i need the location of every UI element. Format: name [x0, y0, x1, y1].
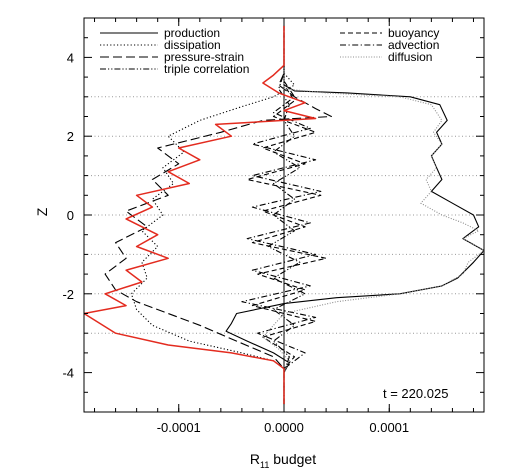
series-line-advection — [241, 25, 322, 405]
y-tick-label: -4 — [62, 366, 74, 381]
axis-ticks: -0.0001 0.0000 0.0001 -4 -2 0 2 4 — [62, 17, 484, 435]
legend-label-production: production — [164, 26, 220, 40]
legend-label-triple-correlation: triple correlation — [164, 62, 249, 76]
x-tick-label: -0.0001 — [157, 420, 201, 435]
series-line-production — [225, 25, 484, 405]
series-line-buoyancy — [246, 25, 327, 405]
legend-label-pressure-strain: pressure-strain — [164, 50, 244, 64]
x-axis-label-rest: budget — [269, 451, 316, 467]
x-axis-label-sub: 11 — [260, 460, 269, 470]
series-line-red-curve — [84, 25, 317, 405]
series-line-pressure-strain — [104, 25, 332, 405]
legend-label-dissipation: dissipation — [164, 38, 221, 52]
y-axis-label: Z — [34, 207, 50, 216]
x-axis-label-main: R — [250, 451, 260, 467]
x-tick-label: 0.0000 — [264, 420, 304, 435]
x-tick-label: 0.0001 — [369, 420, 409, 435]
legend-label-buoyancy: buoyancy — [388, 26, 439, 40]
series-lines — [84, 25, 484, 405]
series-line-triple-correlation — [267, 25, 306, 405]
y-tick-label: 0 — [67, 208, 74, 223]
y-tick-label: 4 — [67, 50, 74, 65]
annotation-time: t = 220.025 — [383, 386, 448, 401]
legend-label-advection: advection — [388, 38, 439, 52]
series-line-dissipation — [130, 25, 296, 405]
legend-label-diffusion: diffusion — [388, 50, 432, 64]
y-tick-label: -2 — [62, 287, 74, 302]
x-axis-label: R11 budget — [250, 451, 316, 470]
y-tick-label: 2 — [67, 129, 74, 144]
series-line-diffusion — [262, 25, 484, 405]
legend: productiondissipationpressure-straintrip… — [100, 26, 439, 76]
